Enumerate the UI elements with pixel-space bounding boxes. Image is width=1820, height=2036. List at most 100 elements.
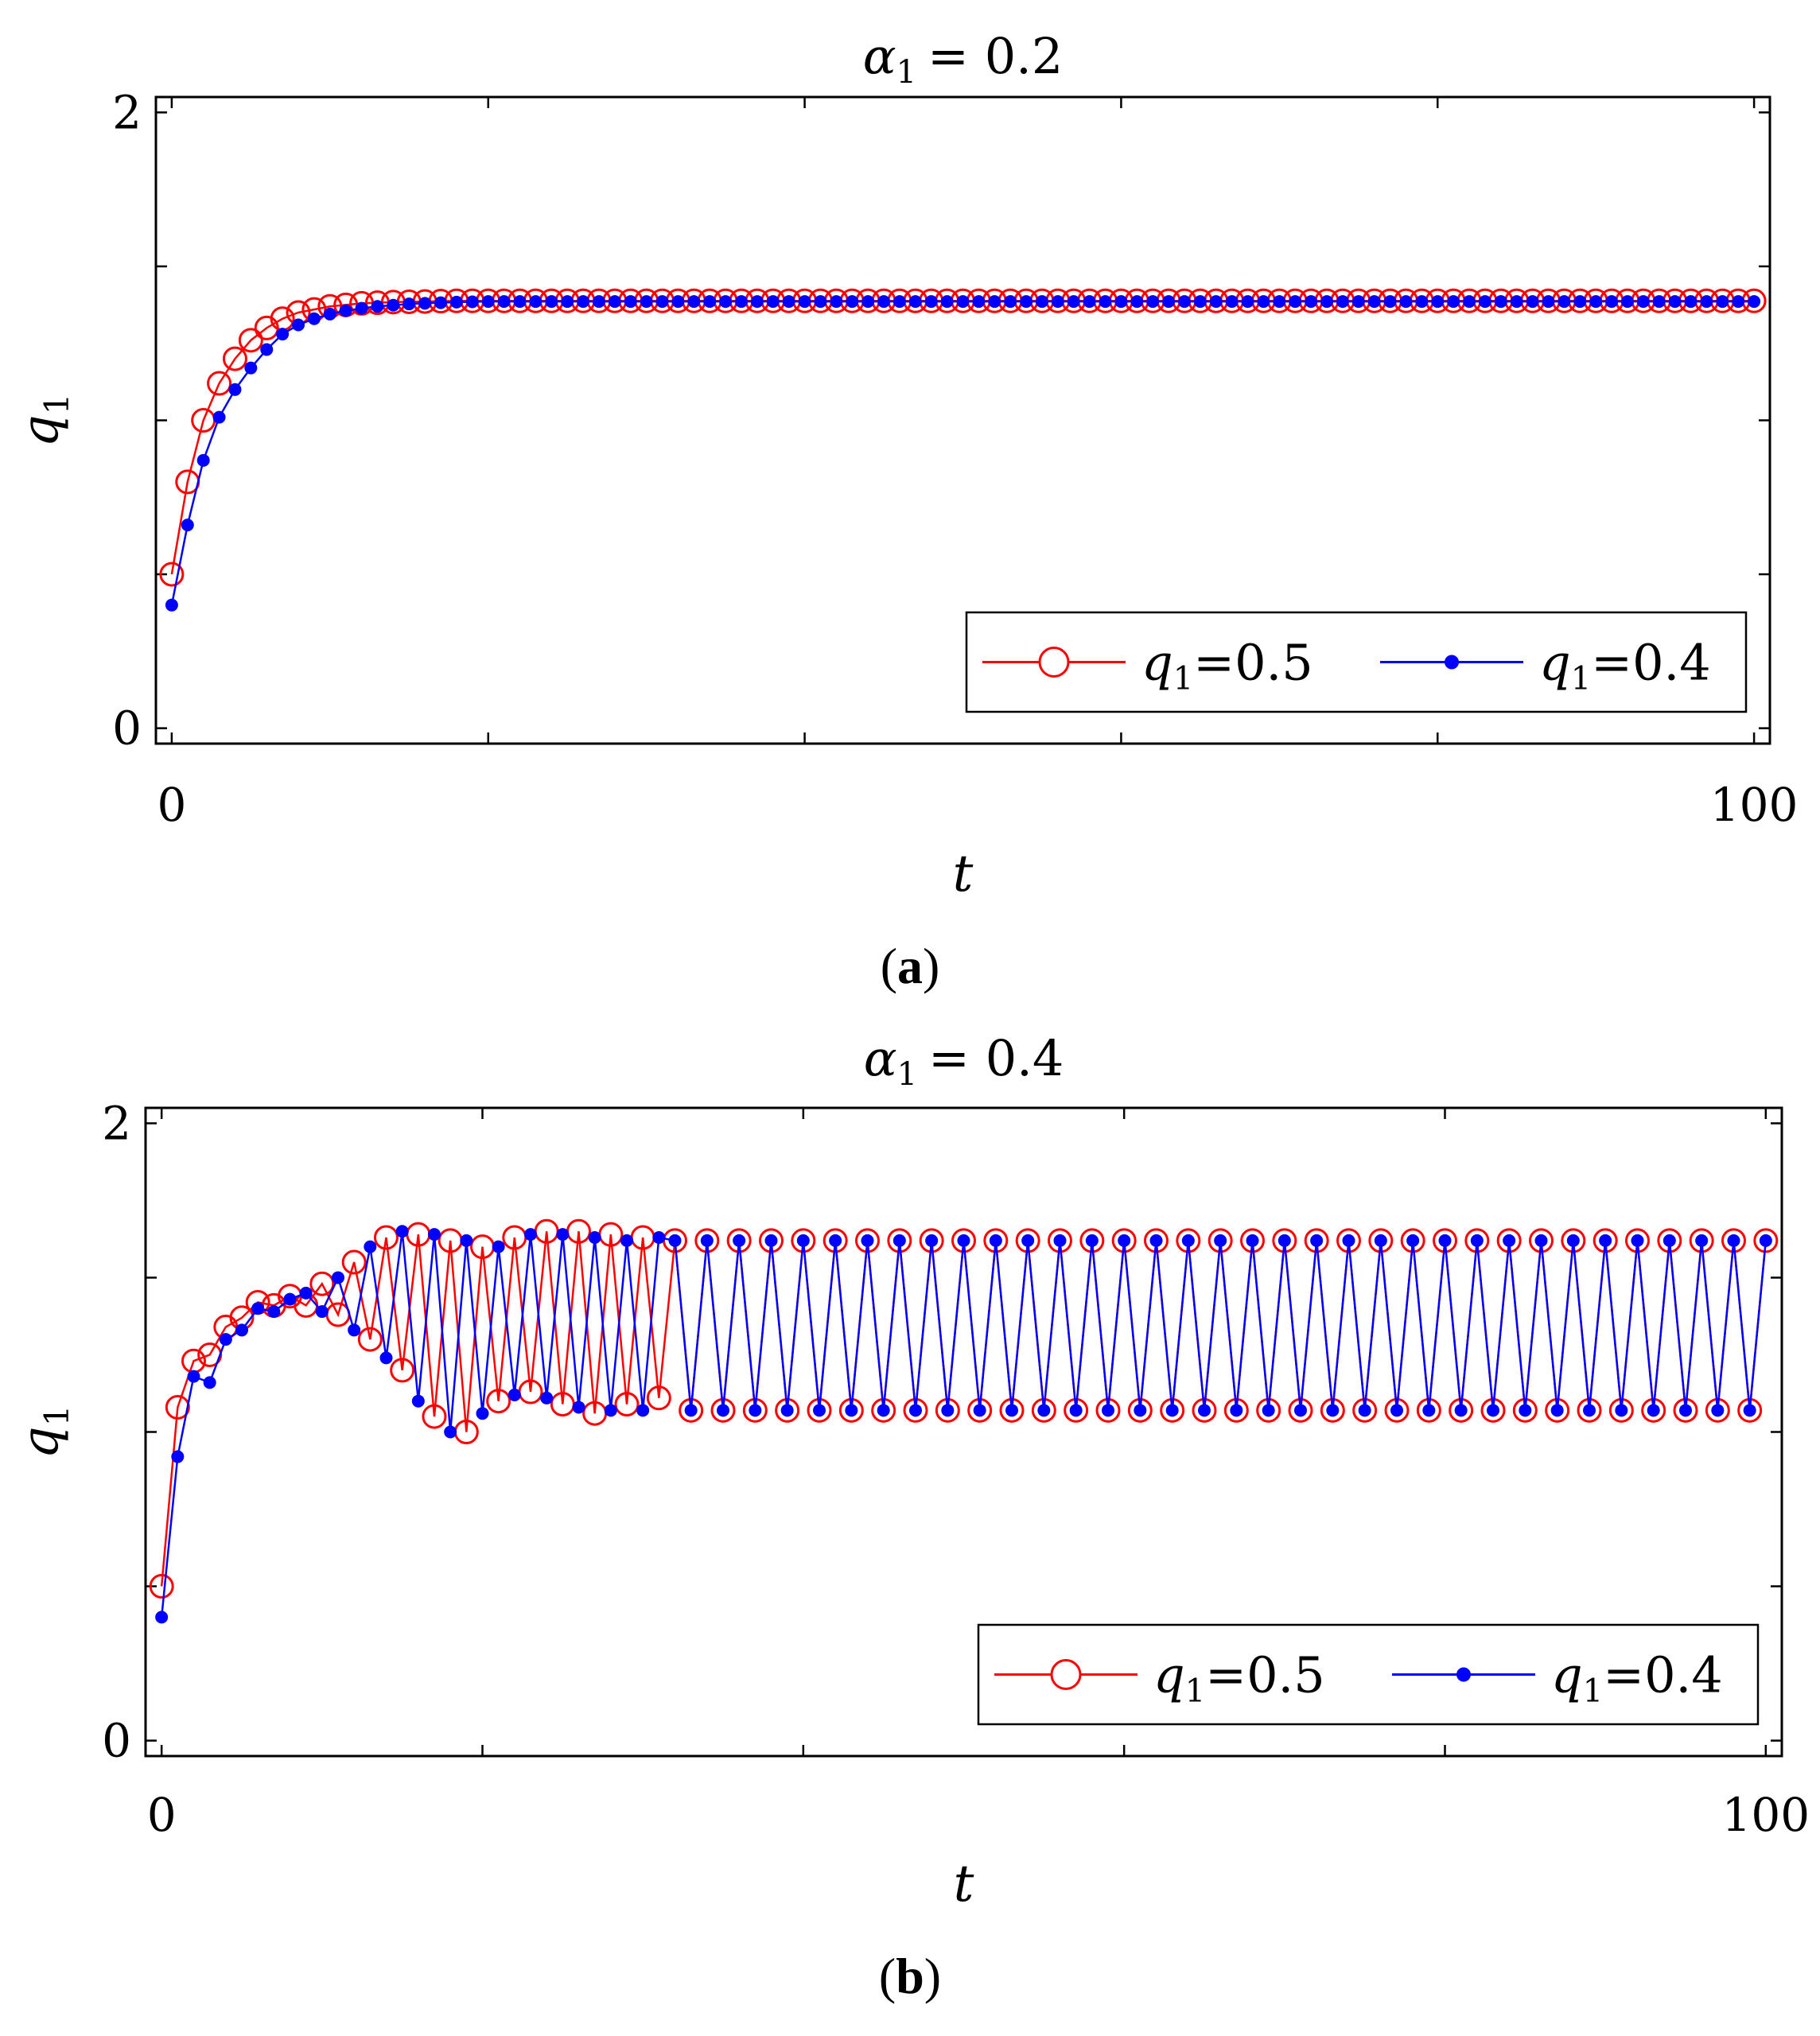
data-point [1534, 1234, 1548, 1247]
data-point [1177, 295, 1191, 309]
data-point [444, 1425, 457, 1439]
data-point [710, 1397, 736, 1423]
data-point [1352, 1397, 1378, 1423]
y-tick-label: 2 [102, 1096, 131, 1150]
data-point [428, 1228, 441, 1241]
data-point [196, 453, 210, 467]
data-point [967, 1397, 993, 1423]
data-point [640, 295, 653, 309]
data-point [1262, 1404, 1275, 1417]
data-point [1550, 1404, 1564, 1417]
data-point [1510, 295, 1523, 309]
data-point [276, 328, 290, 341]
data-point [228, 383, 242, 396]
data-point [1083, 295, 1096, 309]
data-point [941, 1404, 955, 1417]
data-point [861, 1234, 874, 1247]
data-point [181, 519, 194, 532]
data-point [782, 295, 795, 309]
data-point [476, 1407, 489, 1420]
data-point [951, 1228, 976, 1253]
data-point [719, 295, 733, 309]
data-point [1095, 1397, 1121, 1423]
data-point [1118, 1234, 1131, 1247]
data-point [1480, 1397, 1506, 1423]
data-point [1241, 295, 1254, 309]
data-point [1304, 1228, 1329, 1253]
legend-label: q1=0.4 [1539, 634, 1711, 697]
data-point [339, 304, 352, 317]
data-point [1494, 295, 1507, 309]
data-point [1416, 1397, 1441, 1423]
data-point [292, 318, 305, 332]
data-point [379, 1351, 393, 1365]
data-point [956, 295, 970, 309]
data-point [1193, 295, 1207, 309]
data-point [508, 1388, 521, 1401]
data-point [238, 328, 263, 353]
data-point [887, 1228, 912, 1253]
data-point [838, 1397, 864, 1423]
data-point [1384, 1397, 1410, 1423]
data-point [449, 295, 463, 309]
data-point [323, 307, 336, 321]
data-point [1732, 295, 1745, 309]
data-point [684, 1404, 698, 1417]
data-point [1668, 295, 1682, 309]
data-point [1294, 1404, 1307, 1417]
data-point [355, 301, 368, 315]
data-point [299, 1286, 313, 1300]
data-point [1015, 1228, 1040, 1253]
data-point [434, 296, 448, 309]
data-point [1743, 1404, 1756, 1417]
data-point [1503, 1234, 1516, 1247]
y-axis-label: q1 [11, 394, 76, 448]
data-point [759, 1228, 784, 1253]
data-point [411, 1394, 425, 1408]
legend-marker [1038, 647, 1070, 678]
data-point [1374, 1234, 1387, 1247]
data-point [1583, 1404, 1596, 1417]
data-point [155, 1611, 169, 1624]
data-point [604, 1404, 617, 1417]
data-point [348, 1323, 361, 1337]
data-point [1021, 1234, 1035, 1247]
caption-a: (a) [880, 938, 940, 994]
data-point [1367, 295, 1381, 309]
legend-label: q1=0.5 [1153, 1646, 1325, 1710]
data-point [814, 295, 827, 309]
data-point [1478, 295, 1491, 309]
data-point [1368, 1228, 1394, 1253]
data-point [1192, 1397, 1217, 1423]
data-point [1256, 1397, 1281, 1423]
data-point [855, 1228, 880, 1253]
data-point [1004, 295, 1017, 309]
data-point [251, 1302, 265, 1315]
legend-marker [1050, 1659, 1082, 1690]
data-point [260, 343, 274, 356]
data-point [1566, 1234, 1580, 1247]
chart-panel-b: α1 = 0.4 0 100 0 2 t q1 q1=0.5 q1=0.4 [11, 1029, 1810, 1914]
x-axis-label: t [954, 1855, 974, 1914]
data-point [1753, 1228, 1779, 1253]
data-point [983, 1228, 1009, 1253]
data-point [235, 1323, 248, 1337]
data-point [909, 1404, 922, 1417]
data-point [481, 295, 495, 309]
data-point [735, 295, 749, 309]
data-point [1700, 295, 1713, 309]
data-point [207, 371, 232, 396]
data-point [1529, 1228, 1554, 1253]
data-point [1438, 1234, 1452, 1247]
data-point [1209, 295, 1223, 309]
data-point [694, 1228, 720, 1253]
data-point [1246, 1234, 1259, 1247]
data-point [1336, 295, 1349, 309]
data-point [1165, 1404, 1179, 1417]
data-point [687, 295, 701, 309]
data-point [829, 1234, 842, 1247]
data-point [1134, 1404, 1147, 1417]
data-point [807, 1397, 832, 1423]
data-point [871, 1397, 896, 1423]
data-point [726, 1228, 752, 1253]
